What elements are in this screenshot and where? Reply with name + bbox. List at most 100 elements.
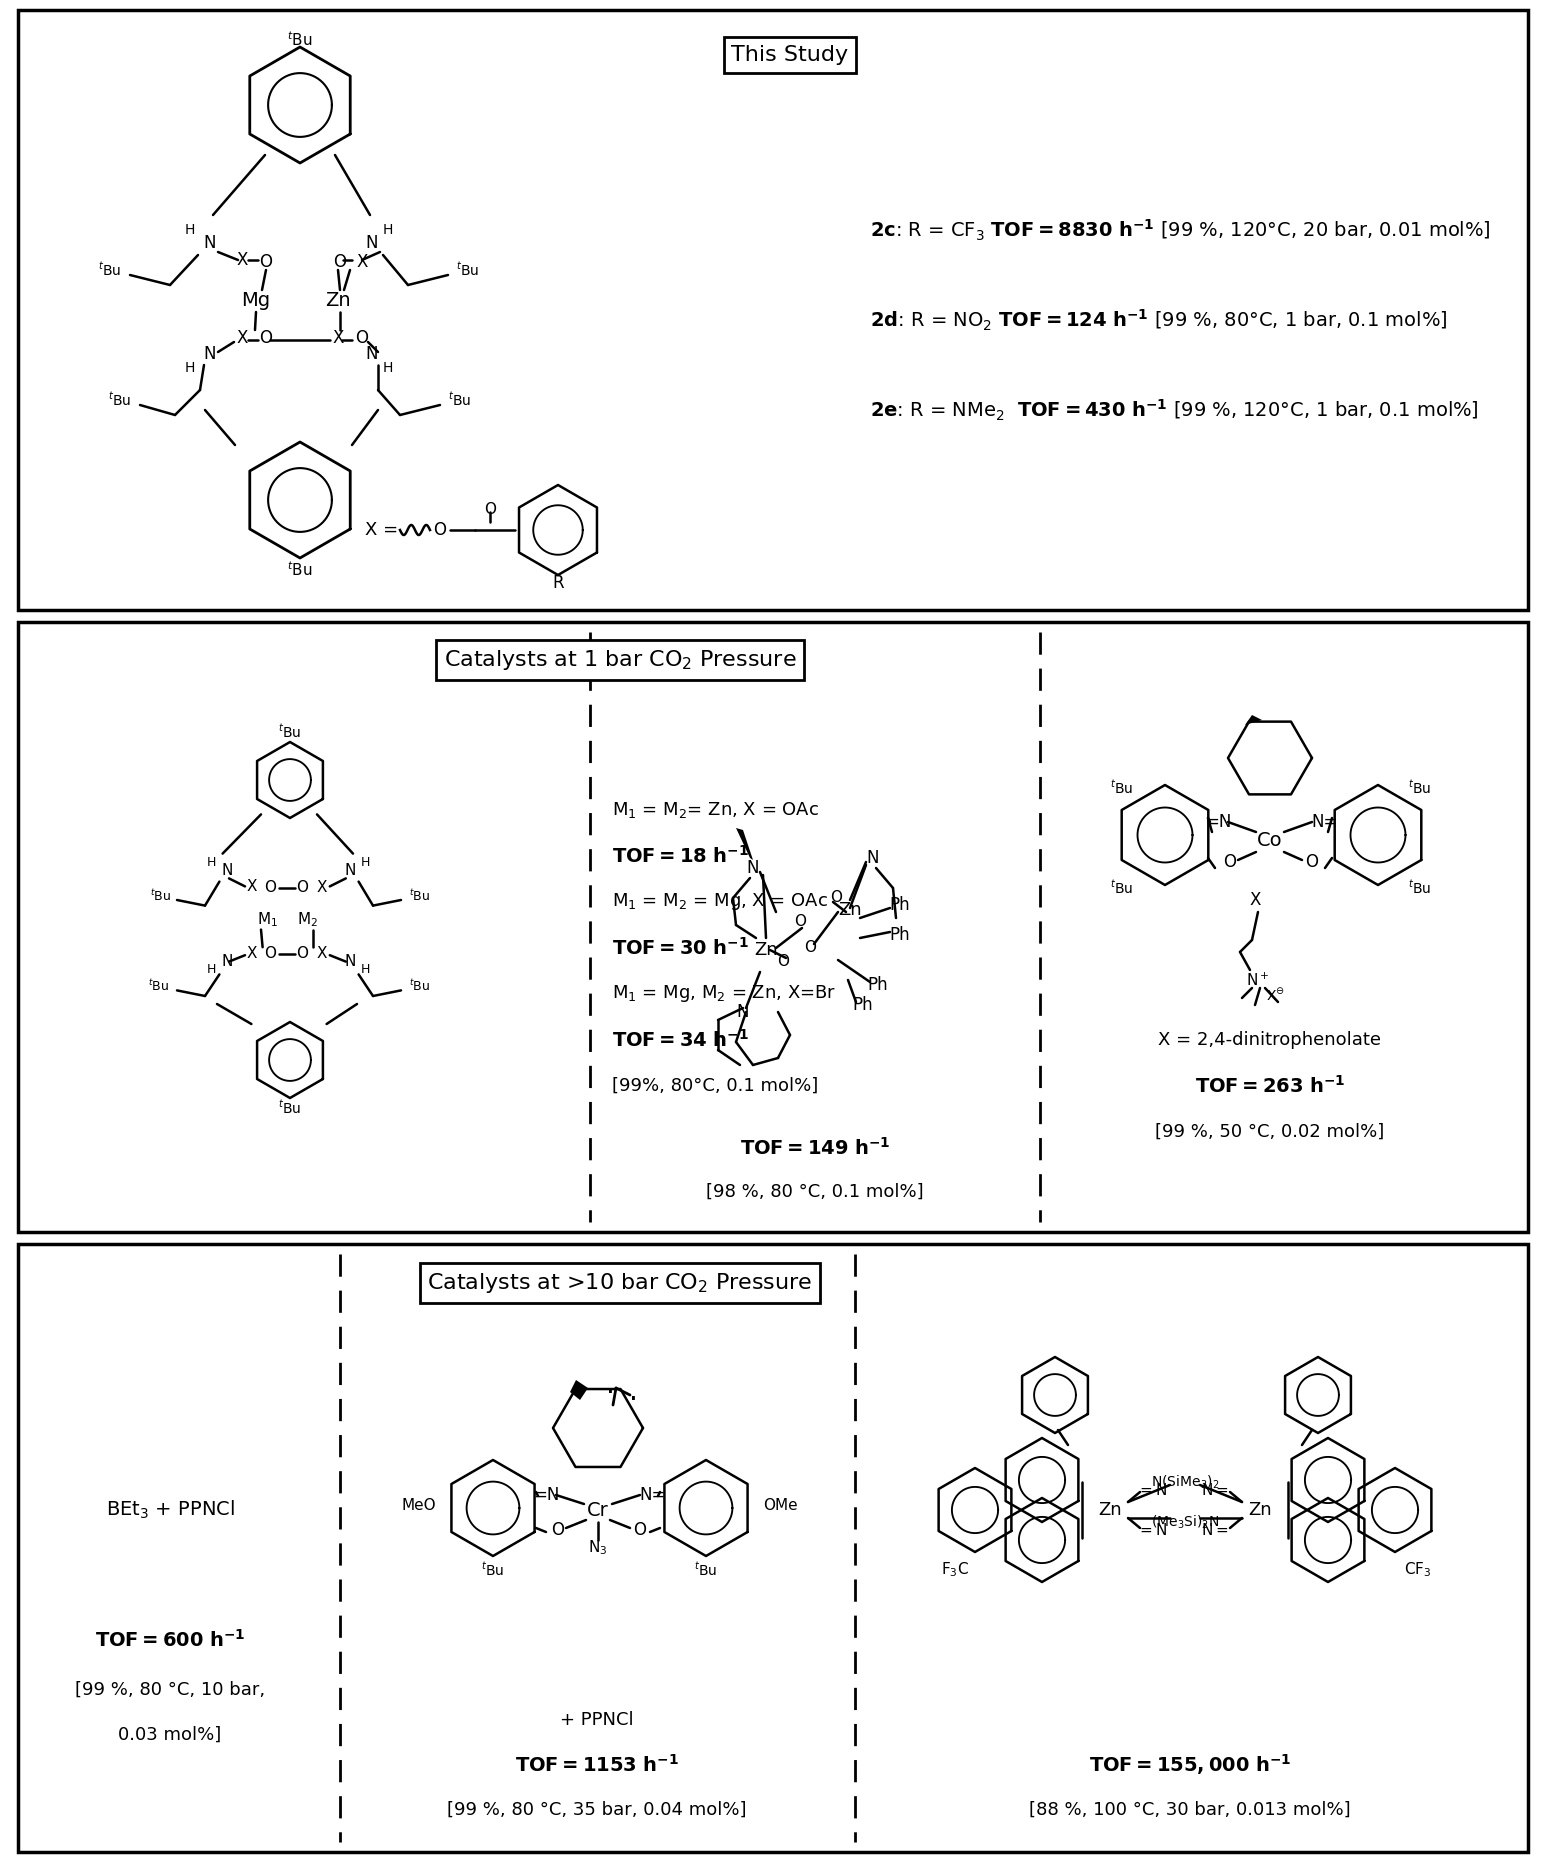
Text: Catalysts at 1 bar CO$_2$ Pressure: Catalysts at 1 bar CO$_2$ Pressure: [444, 648, 796, 672]
Text: Zn: Zn: [325, 290, 351, 309]
Bar: [19, 622, 1527, 1233]
Text: $\mathbf{TOF = 18\ h^{-1}}$: $\mathbf{TOF = 18\ h^{-1}}$: [612, 845, 748, 868]
Text: N: N: [204, 235, 216, 251]
Text: $\mathbf{2c}$: R = CF$_3$ $\mathbf{TOF = 8830\ h^{-1}}$ [99 %, 120°C, 20 bar, 0.: $\mathbf{2c}$: R = CF$_3$ $\mathbf{TOF =…: [870, 218, 1490, 242]
Text: [99 %, 50 °C, 0.02 mol%]: [99 %, 50 °C, 0.02 mol%]: [1155, 1123, 1385, 1141]
Text: X: X: [237, 251, 247, 268]
Text: N: N: [366, 344, 379, 363]
Text: N=: N=: [1313, 814, 1339, 830]
Text: X = 2,4-dinitrophenolate: X = 2,4-dinitrophenolate: [1158, 1032, 1382, 1048]
Text: Ph: Ph: [867, 976, 889, 994]
Text: $^t$Bu: $^t$Bu: [448, 391, 472, 410]
Bar: [19, 9, 1527, 611]
Text: M$_1$ = M$_2$ = Mg, X = OAc: M$_1$ = M$_2$ = Mg, X = OAc: [612, 892, 829, 912]
Text: N: N: [221, 862, 233, 877]
Text: N: N: [747, 858, 759, 877]
Text: $^t$Bu: $^t$Bu: [408, 888, 430, 903]
Text: $^t$Bu: $^t$Bu: [456, 261, 479, 279]
Text: X: X: [246, 946, 257, 961]
Text: O: O: [804, 940, 816, 955]
Text: $\mathbf{2e}$: R = NMe$_2$  $\mathbf{TOF = 430\ h^{-1}}$ [99 %, 120°C, 1 bar, 0.: $\mathbf{2e}$: R = NMe$_2$ $\mathbf{TOF …: [870, 397, 1480, 423]
Text: N: N: [204, 344, 216, 363]
Text: O: O: [795, 914, 805, 929]
Text: N: N: [345, 953, 356, 968]
Text: Mg: Mg: [241, 290, 271, 309]
Text: Zn: Zn: [1098, 1501, 1122, 1519]
Text: N: N: [867, 849, 880, 868]
Text: O: O: [433, 521, 447, 538]
Text: .: .: [629, 1378, 637, 1406]
Text: X: X: [317, 881, 328, 896]
Text: $^t$Bu: $^t$Bu: [99, 261, 122, 279]
Text: $^t$Bu: $^t$Bu: [481, 1560, 504, 1579]
Text: =N: =N: [1204, 814, 1231, 830]
Text: [99 %, 80 °C, 35 bar, 0.04 mol%]: [99 %, 80 °C, 35 bar, 0.04 mol%]: [447, 1801, 747, 1819]
Text: O: O: [1223, 853, 1237, 871]
Polygon shape: [570, 1380, 587, 1400]
Text: X: X: [356, 253, 368, 272]
Text: $^t$Bu: $^t$Bu: [1408, 879, 1432, 897]
Text: H: H: [186, 223, 195, 236]
Text: [88 %, 100 °C, 30 bar, 0.013 mol%]: [88 %, 100 °C, 30 bar, 0.013 mol%]: [1030, 1801, 1351, 1819]
Polygon shape: [736, 829, 753, 860]
Text: [98 %, 80 °C, 0.1 mol%]: [98 %, 80 °C, 0.1 mol%]: [707, 1182, 925, 1201]
Text: $\mathbf{TOF = 263\ h^{-1}}$: $\mathbf{TOF = 263\ h^{-1}}$: [1195, 1074, 1345, 1097]
Text: O: O: [356, 330, 368, 346]
Text: $^t$Bu: $^t$Bu: [148, 978, 169, 994]
Text: O: O: [830, 890, 843, 905]
Text: [99%, 80°C, 0.1 mol%]: [99%, 80°C, 0.1 mol%]: [612, 1076, 818, 1095]
Text: N(SiMe$_3$)$_2$: N(SiMe$_3$)$_2$: [1150, 1473, 1220, 1491]
Text: N: N: [345, 862, 356, 877]
Text: $\mathbf{2d}$: R = NO$_2$ $\mathbf{TOF = 124\ h^{-1}}$ [99 %, 80°C, 1 bar, 0.1 m: $\mathbf{2d}$: R = NO$_2$ $\mathbf{TOF =…: [870, 307, 1447, 333]
Text: N$=$: N$=$: [1201, 1521, 1229, 1538]
Text: $^t$Bu: $^t$Bu: [288, 560, 312, 579]
Text: $\mathbf{TOF = 149\ h^{-1}}$: $\mathbf{TOF = 149\ h^{-1}}$: [741, 1138, 890, 1158]
Text: O: O: [1305, 853, 1319, 871]
Text: N: N: [221, 953, 233, 968]
Text: $^t$Bu: $^t$Bu: [408, 978, 430, 994]
Text: $^t$Bu: $^t$Bu: [278, 722, 301, 741]
Text: $^t$Bu: $^t$Bu: [288, 30, 312, 50]
Text: N$_3$: N$_3$: [589, 1538, 608, 1557]
Text: Co: Co: [1257, 830, 1283, 849]
Text: $\mathbf{TOF = 155, 000\ h^{-1}}$: $\mathbf{TOF = 155, 000\ h^{-1}}$: [1088, 1752, 1291, 1778]
Text: H: H: [207, 963, 216, 976]
Text: H: H: [186, 361, 195, 374]
Text: M$_1$ = Mg, M$_2$ = Zn, X=Br: M$_1$ = Mg, M$_2$ = Zn, X=Br: [612, 983, 836, 1004]
Text: O: O: [552, 1521, 564, 1540]
Text: =N: =N: [533, 1486, 560, 1504]
Text: X: X: [246, 879, 257, 894]
Text: X: X: [332, 330, 343, 346]
Text: Zn: Zn: [1248, 1501, 1272, 1519]
Text: X$^{\ominus}$: X$^{\ominus}$: [1266, 987, 1285, 1004]
Text: O: O: [297, 946, 309, 961]
Text: Zn: Zn: [838, 901, 861, 920]
Text: H: H: [383, 361, 393, 374]
Text: M$_1$: M$_1$: [257, 911, 278, 929]
Text: X: X: [1249, 892, 1260, 909]
Text: CF$_3$: CF$_3$: [1404, 1560, 1432, 1579]
Text: .: .: [606, 1370, 614, 1398]
Text: Zn: Zn: [754, 940, 778, 959]
Text: This Study: This Study: [731, 45, 849, 65]
Text: O: O: [334, 253, 346, 272]
Text: $^t$Bu: $^t$Bu: [1110, 778, 1133, 797]
Text: O: O: [260, 253, 272, 272]
Text: $^t$Bu: $^t$Bu: [694, 1560, 717, 1579]
Polygon shape: [1245, 715, 1262, 724]
Text: $\mathbf{TOF = 600\ h^{-1}}$: $\mathbf{TOF = 600\ h^{-1}}$: [94, 1629, 246, 1652]
Text: 0.03 mol%]: 0.03 mol%]: [119, 1726, 221, 1745]
Text: N: N: [737, 1004, 750, 1020]
Text: $^t$Bu: $^t$Bu: [278, 1099, 301, 1117]
Text: H: H: [207, 857, 216, 870]
Text: O: O: [264, 881, 277, 896]
Text: R: R: [552, 573, 564, 592]
Text: $^t$Bu: $^t$Bu: [150, 888, 172, 903]
Text: H: H: [360, 963, 369, 976]
Text: MeO: MeO: [402, 1497, 436, 1512]
Text: $^t$Bu: $^t$Bu: [108, 391, 131, 410]
Text: X: X: [317, 946, 328, 961]
Text: O: O: [297, 881, 309, 896]
Text: [99 %, 80 °C, 10 bar,: [99 %, 80 °C, 10 bar,: [74, 1681, 264, 1698]
Text: H: H: [383, 223, 393, 236]
